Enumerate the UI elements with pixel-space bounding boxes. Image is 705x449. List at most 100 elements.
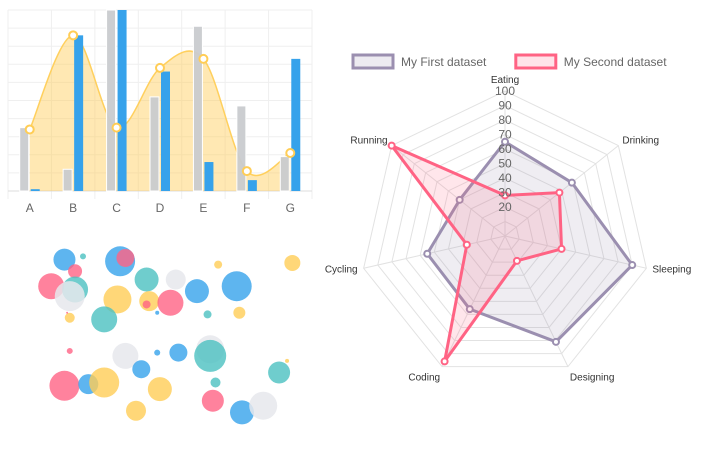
radar-ring: [490, 220, 520, 250]
bubble: [268, 361, 291, 384]
bubble: [89, 367, 120, 398]
bubble: [165, 269, 186, 290]
radar-ring: [391, 119, 619, 342]
x-tick-label: A: [26, 201, 34, 215]
bar: [204, 162, 214, 191]
radar-tick-label: 30: [498, 186, 512, 200]
bubble: [126, 400, 146, 421]
radar-ring: [377, 104, 633, 355]
radar-axis-label: Coding: [408, 373, 440, 384]
radar-tick-label: 50: [498, 157, 512, 171]
bubble: [285, 358, 290, 363]
bubble: [233, 306, 246, 319]
radar-tick-label: 70: [498, 128, 512, 142]
bubble: [154, 349, 161, 356]
radar-tick-label: 60: [498, 142, 512, 156]
radar-series-area: [390, 144, 564, 363]
bar: [30, 189, 40, 191]
radar-axis-label: Drinking: [622, 136, 659, 147]
bubble-chart: [38, 246, 301, 425]
bar: [117, 10, 127, 191]
bubble: [134, 267, 159, 292]
radar-ring: [476, 206, 534, 263]
legend-swatch: [351, 53, 395, 70]
bubble: [147, 377, 172, 402]
area-point: [198, 53, 209, 64]
bubble: [214, 260, 223, 269]
radar-point: [551, 337, 560, 346]
radar-point: [501, 137, 509, 146]
bar: [149, 96, 160, 192]
radar-point: [567, 178, 576, 187]
radar-spoke: [391, 145, 506, 237]
radar-ring: [419, 148, 591, 315]
radar-point: [465, 305, 474, 314]
radar-point: [555, 188, 564, 197]
x-tick-label: C: [112, 201, 121, 215]
radar-point: [440, 357, 449, 366]
area-point: [241, 166, 252, 177]
bar: [247, 180, 257, 191]
bubble: [142, 300, 151, 309]
radar-axis-label: Cycling: [325, 264, 358, 275]
x-tick-label: F: [243, 201, 250, 215]
area-point: [24, 124, 35, 135]
radar-point: [387, 141, 396, 150]
bubble: [210, 377, 221, 388]
bar: [236, 105, 247, 192]
bubble: [132, 360, 151, 379]
x-tick-label: B: [69, 201, 77, 215]
bubble: [66, 311, 69, 314]
bubble: [116, 248, 135, 267]
radar-tick-label: 90: [498, 99, 512, 113]
legend-swatch: [514, 53, 558, 70]
radar-point: [557, 244, 566, 253]
radar-axis-label: Designing: [570, 373, 614, 384]
radar-point: [455, 195, 464, 204]
radar-ring: [447, 177, 563, 289]
radar-point: [628, 261, 637, 270]
x-tick-label: E: [199, 201, 207, 215]
bar: [106, 9, 117, 192]
area-point: [285, 147, 296, 158]
bubble: [54, 281, 85, 312]
bubble: [91, 306, 118, 333]
bubble: [249, 391, 278, 420]
x-tick-label: D: [156, 201, 165, 215]
radar-point: [423, 249, 432, 258]
legend-label: My First dataset: [401, 55, 487, 69]
area-fill: [29, 35, 291, 191]
x-tick-label: G: [286, 201, 295, 215]
legend-label: My Second dataset: [564, 55, 667, 69]
bubble: [230, 400, 254, 425]
radar-point: [462, 240, 471, 249]
area-point: [68, 30, 79, 41]
bar: [74, 35, 84, 192]
bubble: [155, 310, 160, 315]
bar: [19, 127, 30, 192]
bubble: [284, 254, 301, 271]
bubble: [64, 312, 75, 323]
bubble: [103, 285, 132, 314]
legend: My First dataset My Second dataset: [351, 53, 667, 70]
radar-point: [512, 256, 521, 265]
bubble: [221, 271, 252, 302]
radar-axis-label: Running: [350, 136, 387, 147]
bubble: [184, 279, 209, 304]
radar-chart: My First dataset My Second dataset 2030405…: [325, 53, 691, 384]
radar-tick-label: 100: [495, 84, 515, 98]
radar-point: [501, 191, 509, 200]
bar: [161, 71, 170, 191]
bubble: [203, 310, 212, 319]
radar-tick-label: 40: [498, 171, 512, 185]
bubble: [194, 339, 227, 372]
radar-tick-label: 20: [498, 200, 512, 214]
bubble: [68, 264, 83, 279]
radar-axis-label: Sleeping: [652, 264, 691, 275]
bar: [192, 25, 203, 192]
radar-spoke: [504, 235, 647, 269]
radar-ring: [363, 90, 647, 368]
bubble: [66, 347, 73, 354]
bubble: [53, 248, 76, 271]
